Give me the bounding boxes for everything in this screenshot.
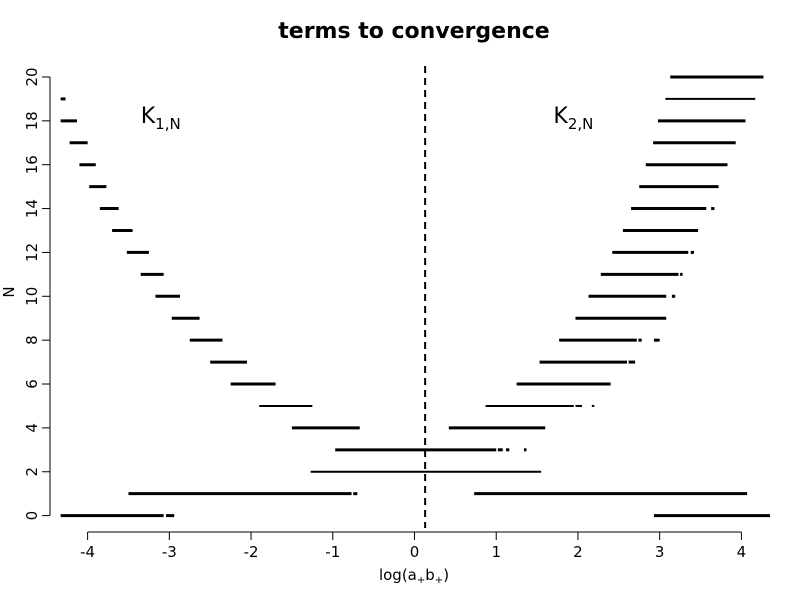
k2n-annotation-sub: 2,N (568, 115, 594, 133)
x-tick-label: -4 (80, 543, 95, 561)
k2n-annotation: K2,N (553, 104, 593, 133)
y-tick-label: 6 (23, 379, 41, 389)
k1-series (60, 97, 542, 518)
x-axis-label-sub2: + (435, 575, 443, 586)
k2-series (448, 75, 770, 518)
y-tick-label: 18 (23, 111, 41, 130)
y-tick-label: 0 (23, 511, 41, 521)
x-axis-label: log(a+b+) (379, 566, 449, 586)
k1n-annotation-sub: 1,N (155, 115, 181, 133)
x-axis: -4 -3 -2 -1 0 1 2 3 4 (80, 531, 747, 561)
y-tick-label: 10 (23, 287, 41, 306)
y-tick-label: 14 (23, 199, 41, 218)
x-axis-label-base: log(a (379, 566, 417, 584)
y-tick-label: 12 (23, 243, 41, 262)
y-tick-label: 16 (23, 155, 41, 174)
y-tick-label: 20 (23, 67, 41, 86)
chart-title: terms to convergence (278, 19, 549, 44)
x-tick-label: 0 (410, 543, 420, 561)
x-axis-label-mid: b (425, 566, 435, 584)
y-axis: 0 2 4 6 8 10 12 14 16 18 20 (23, 67, 51, 521)
y-tick-label: 2 (23, 467, 41, 477)
x-axis-label-end: ) (443, 566, 449, 584)
y-tick-label: 8 (23, 335, 41, 345)
x-tick-label: 2 (573, 543, 583, 561)
x-tick-label: 4 (737, 543, 747, 561)
y-axis-label: N (0, 286, 18, 297)
k1n-annotation: K1,N (141, 104, 181, 133)
x-tick-label: -2 (244, 543, 259, 561)
x-tick-label: 1 (491, 543, 501, 561)
x-tick-label: -3 (162, 543, 177, 561)
k1n-annotation-main: K (141, 104, 156, 129)
k2n-annotation-main: K (553, 104, 568, 129)
x-axis-label-sub1: + (417, 575, 425, 586)
x-tick-label: 3 (655, 543, 665, 561)
y-tick-label: 4 (23, 423, 41, 433)
x-tick-label: -1 (325, 543, 340, 561)
